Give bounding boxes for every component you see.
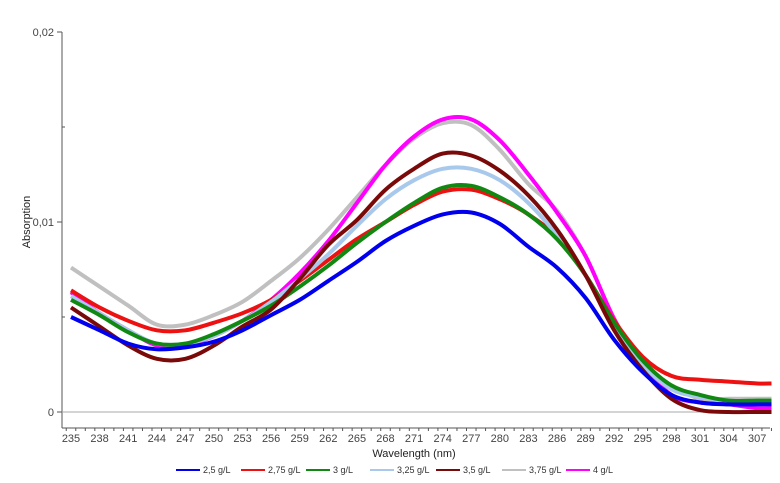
x-tick-label: 274 [433, 433, 451, 445]
x-tick-label: 283 [519, 433, 537, 445]
series-line-3-5-g-L [69, 150, 772, 415]
series-line-2-75-g-L [69, 187, 772, 386]
legend-label: 3,75 g/L [529, 465, 562, 475]
x-tick-label: 268 [376, 433, 394, 445]
x-tick-label: 286 [548, 433, 566, 445]
x-tick-label: 280 [491, 433, 509, 445]
x-tick-label: 253 [233, 433, 251, 445]
y-tick-label: 0 [48, 407, 54, 419]
x-tick-label: 235 [62, 433, 80, 445]
y-tick-label: 0,02 [33, 27, 54, 39]
axes: 0 0,01 0,02 235 238 241 244 247 250 253 256 259 262 2… [33, 27, 772, 445]
x-tick-label: 298 [662, 433, 680, 445]
legend-label: 3 g/L [333, 465, 353, 475]
x-tick-label: 238 [90, 433, 108, 445]
x-tick-label: 295 [634, 433, 652, 445]
x-tick-label: 256 [262, 433, 280, 445]
legend-label: 3,25 g/L [397, 465, 430, 475]
x-tick-label: 244 [148, 433, 166, 445]
series-line-2-5-g-L [70, 209, 772, 407]
series-line-4-g-L [69, 115, 772, 411]
x-tick-label: 247 [176, 433, 194, 445]
legend-label: 4 g/L [593, 465, 613, 475]
x-tick-label: 250 [205, 433, 223, 445]
legend: 2,5 g/L 2,75 g/L 3 g/L 3,25 g/L 3,5 g/L 3,75 … [176, 465, 613, 475]
x-tick-label: 241 [119, 433, 137, 445]
x-tick-label: 259 [291, 433, 309, 445]
x-tick-label: 304 [719, 433, 737, 445]
series-line-3-g-L [70, 183, 772, 404]
x-tick-label: 301 [691, 433, 709, 445]
legend-label: 2,75 g/L [268, 465, 301, 475]
series-group [69, 115, 772, 415]
x-tick-label: 271 [405, 433, 423, 445]
y-axis-label: Absorption [21, 196, 33, 249]
x-axis-label: Wavelength (nm) [372, 448, 455, 460]
x-tick-label: 277 [462, 433, 480, 445]
x-tick-label: 265 [348, 433, 366, 445]
legend-label: 3,5 g/L [463, 465, 491, 475]
x-tick-label: 289 [576, 433, 594, 445]
x-tick-label: 307 [748, 433, 766, 445]
y-tick-label: 0,01 [33, 217, 54, 229]
x-tick-label: 292 [605, 433, 623, 445]
legend-label: 2,5 g/L [203, 465, 231, 475]
x-tick-label: 262 [319, 433, 337, 445]
